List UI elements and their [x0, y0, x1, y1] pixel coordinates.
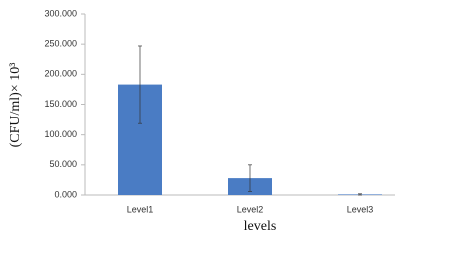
- y-tick-label: 300.000: [44, 8, 77, 18]
- y-tick-label: 0.000: [54, 189, 77, 199]
- y-tick-label: 50.000: [49, 159, 77, 169]
- y-tick-label: 150.000: [44, 99, 77, 109]
- error-bar: [138, 45, 142, 124]
- x-tick-label: Level1: [127, 204, 154, 214]
- y-tick-label: 250.000: [44, 39, 77, 49]
- x-tick-label: Level2: [237, 204, 264, 214]
- y-tick-label: 200.000: [44, 69, 77, 79]
- y-axis-title: (CFU/ml)× 10³: [8, 63, 23, 148]
- y-tick-label: 100.000: [44, 129, 77, 139]
- x-tick-label: Level3: [347, 204, 374, 214]
- error-bar: [248, 164, 252, 192]
- x-axis-title: levels: [244, 219, 277, 234]
- error-bar: [358, 193, 362, 196]
